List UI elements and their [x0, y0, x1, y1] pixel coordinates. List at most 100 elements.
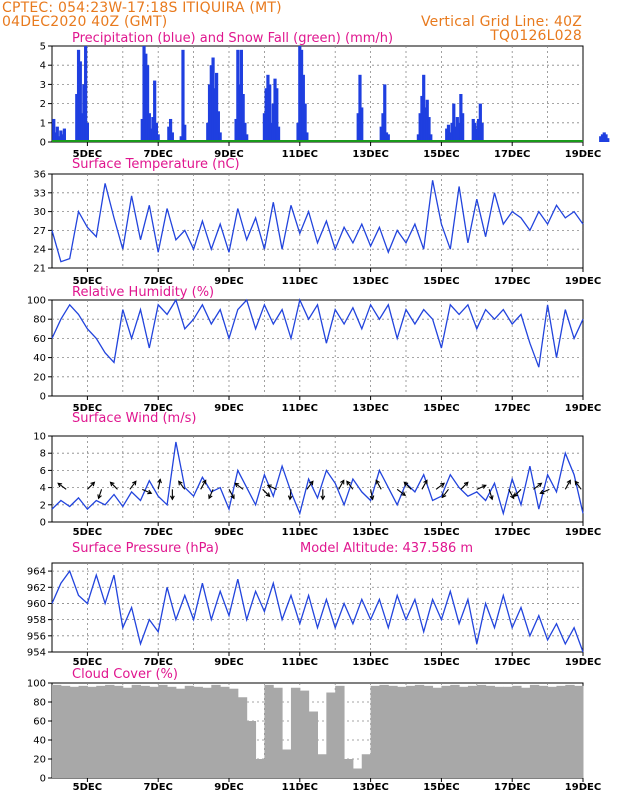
y-tick-label: 20 — [33, 755, 46, 766]
precip-bar — [216, 111, 220, 142]
precip-bar — [445, 128, 449, 142]
wind-arrow — [564, 480, 571, 490]
cloud-bar — [388, 685, 398, 778]
wind-arrow — [98, 489, 103, 499]
x-tick-label: 19DEC — [565, 527, 601, 538]
precip-bar — [207, 84, 212, 142]
x-tick-label: 13DEC — [352, 149, 388, 160]
cloud-bar — [246, 721, 257, 778]
x-tick-label: 11DEC — [282, 657, 318, 668]
precip-bar — [179, 136, 183, 142]
cloud-bar — [52, 684, 62, 778]
wind-arrow — [533, 482, 542, 490]
x-tick-label: 17DEC — [494, 149, 530, 160]
y-tick-label: 20 — [33, 372, 46, 383]
y-tick-label: 30 — [33, 207, 46, 218]
cloud-bar — [344, 759, 354, 778]
wind-arrow — [460, 481, 469, 490]
precip-bar — [358, 74, 362, 142]
y-tick-label: 60 — [33, 717, 46, 728]
cloud-bar — [432, 687, 442, 778]
x-tick-label: 5DEC — [73, 782, 102, 793]
precip-bar — [154, 122, 159, 142]
cloud-bar — [105, 684, 115, 778]
precip-bar — [475, 128, 479, 142]
series-line — [51, 441, 584, 516]
precip-bar — [452, 103, 456, 142]
precip-bar — [450, 122, 454, 142]
cloud-bar — [547, 686, 557, 778]
cloud-bar — [237, 697, 248, 778]
wind-arrow-head — [208, 494, 213, 500]
precip-bar — [599, 136, 603, 142]
precip-bar — [604, 134, 608, 142]
y-tick-label: 40 — [33, 736, 46, 747]
wind-arrow — [338, 480, 345, 490]
precip-bar — [215, 72, 219, 142]
wind-arrow-head — [169, 495, 175, 501]
x-tick-label: 13DEC — [352, 276, 388, 287]
precip-bar — [245, 134, 249, 142]
precip-bar — [241, 94, 245, 142]
cloud-bar — [565, 684, 575, 778]
y-tick-label: 21 — [33, 264, 46, 275]
cloud-bar — [69, 686, 80, 778]
precip-bar — [478, 103, 482, 142]
precip-bar — [423, 107, 428, 142]
precip-bar — [264, 88, 268, 142]
x-tick-label: 9DEC — [214, 403, 243, 414]
wind-arrow-head — [57, 482, 63, 488]
wind-arrow-head — [513, 492, 519, 498]
cloud-bar — [459, 686, 469, 778]
wind-arrow — [513, 488, 522, 497]
wind-arrow — [110, 481, 118, 490]
x-tick-label: 19DEC — [565, 276, 601, 287]
series-line — [51, 297, 584, 368]
cloud-bar — [140, 685, 150, 778]
x-tick-label: 11DEC — [282, 527, 318, 538]
x-tick-label: 13DEC — [352, 527, 388, 538]
wind-arrow — [228, 489, 235, 499]
x-tick-label: 19DEC — [565, 782, 601, 793]
precip-bar — [170, 132, 174, 142]
wind-arrow-head — [265, 492, 271, 498]
wind-arrow — [403, 481, 412, 490]
cloud-bar — [290, 687, 301, 778]
cloud-bar — [556, 685, 566, 778]
precip-bar — [82, 84, 86, 142]
x-tick-label: 15DEC — [423, 782, 459, 793]
precip-bar — [144, 53, 148, 142]
x-tick-label: 17DEC — [494, 276, 530, 287]
precip-bar — [168, 118, 173, 142]
x-tick-label: 5DEC — [73, 403, 102, 414]
cloud-bar — [423, 685, 434, 778]
wind-arrow — [200, 480, 207, 490]
cloud-bar — [494, 686, 504, 778]
station-header: CPTEC: 054:23W-17:18S ITIQUIRA (MT) — [2, 0, 282, 16]
precip-bar — [151, 117, 155, 142]
wind-arrow — [370, 489, 374, 500]
y-tick-label: 36 — [33, 170, 46, 181]
cloud-bar — [255, 759, 265, 778]
x-tick-label: 9DEC — [214, 276, 243, 287]
precip-bar — [360, 107, 364, 142]
precip-bar — [206, 122, 210, 142]
precip-bar — [140, 118, 144, 142]
precip-bar — [142, 46, 146, 142]
precip-bar — [446, 124, 451, 142]
wind-arrow-head — [90, 481, 96, 487]
precip-bar — [301, 74, 305, 142]
panel-frame — [51, 173, 584, 269]
y-tick-label: 0 — [40, 138, 46, 149]
y-tick-label: 6 — [40, 466, 46, 477]
precip-bar — [425, 99, 429, 142]
y-tick-label: 80 — [33, 315, 46, 326]
wind-arrow — [142, 488, 152, 494]
panel-title: Relative Humidity (%) — [72, 285, 214, 300]
precip-bar — [471, 118, 475, 142]
y-tick-label: 0 — [40, 774, 46, 785]
x-tick-label: 5DEC — [73, 149, 102, 160]
x-tick-label: 19DEC — [565, 149, 601, 160]
cloud-bar — [370, 685, 380, 778]
precip-bar — [52, 118, 56, 142]
